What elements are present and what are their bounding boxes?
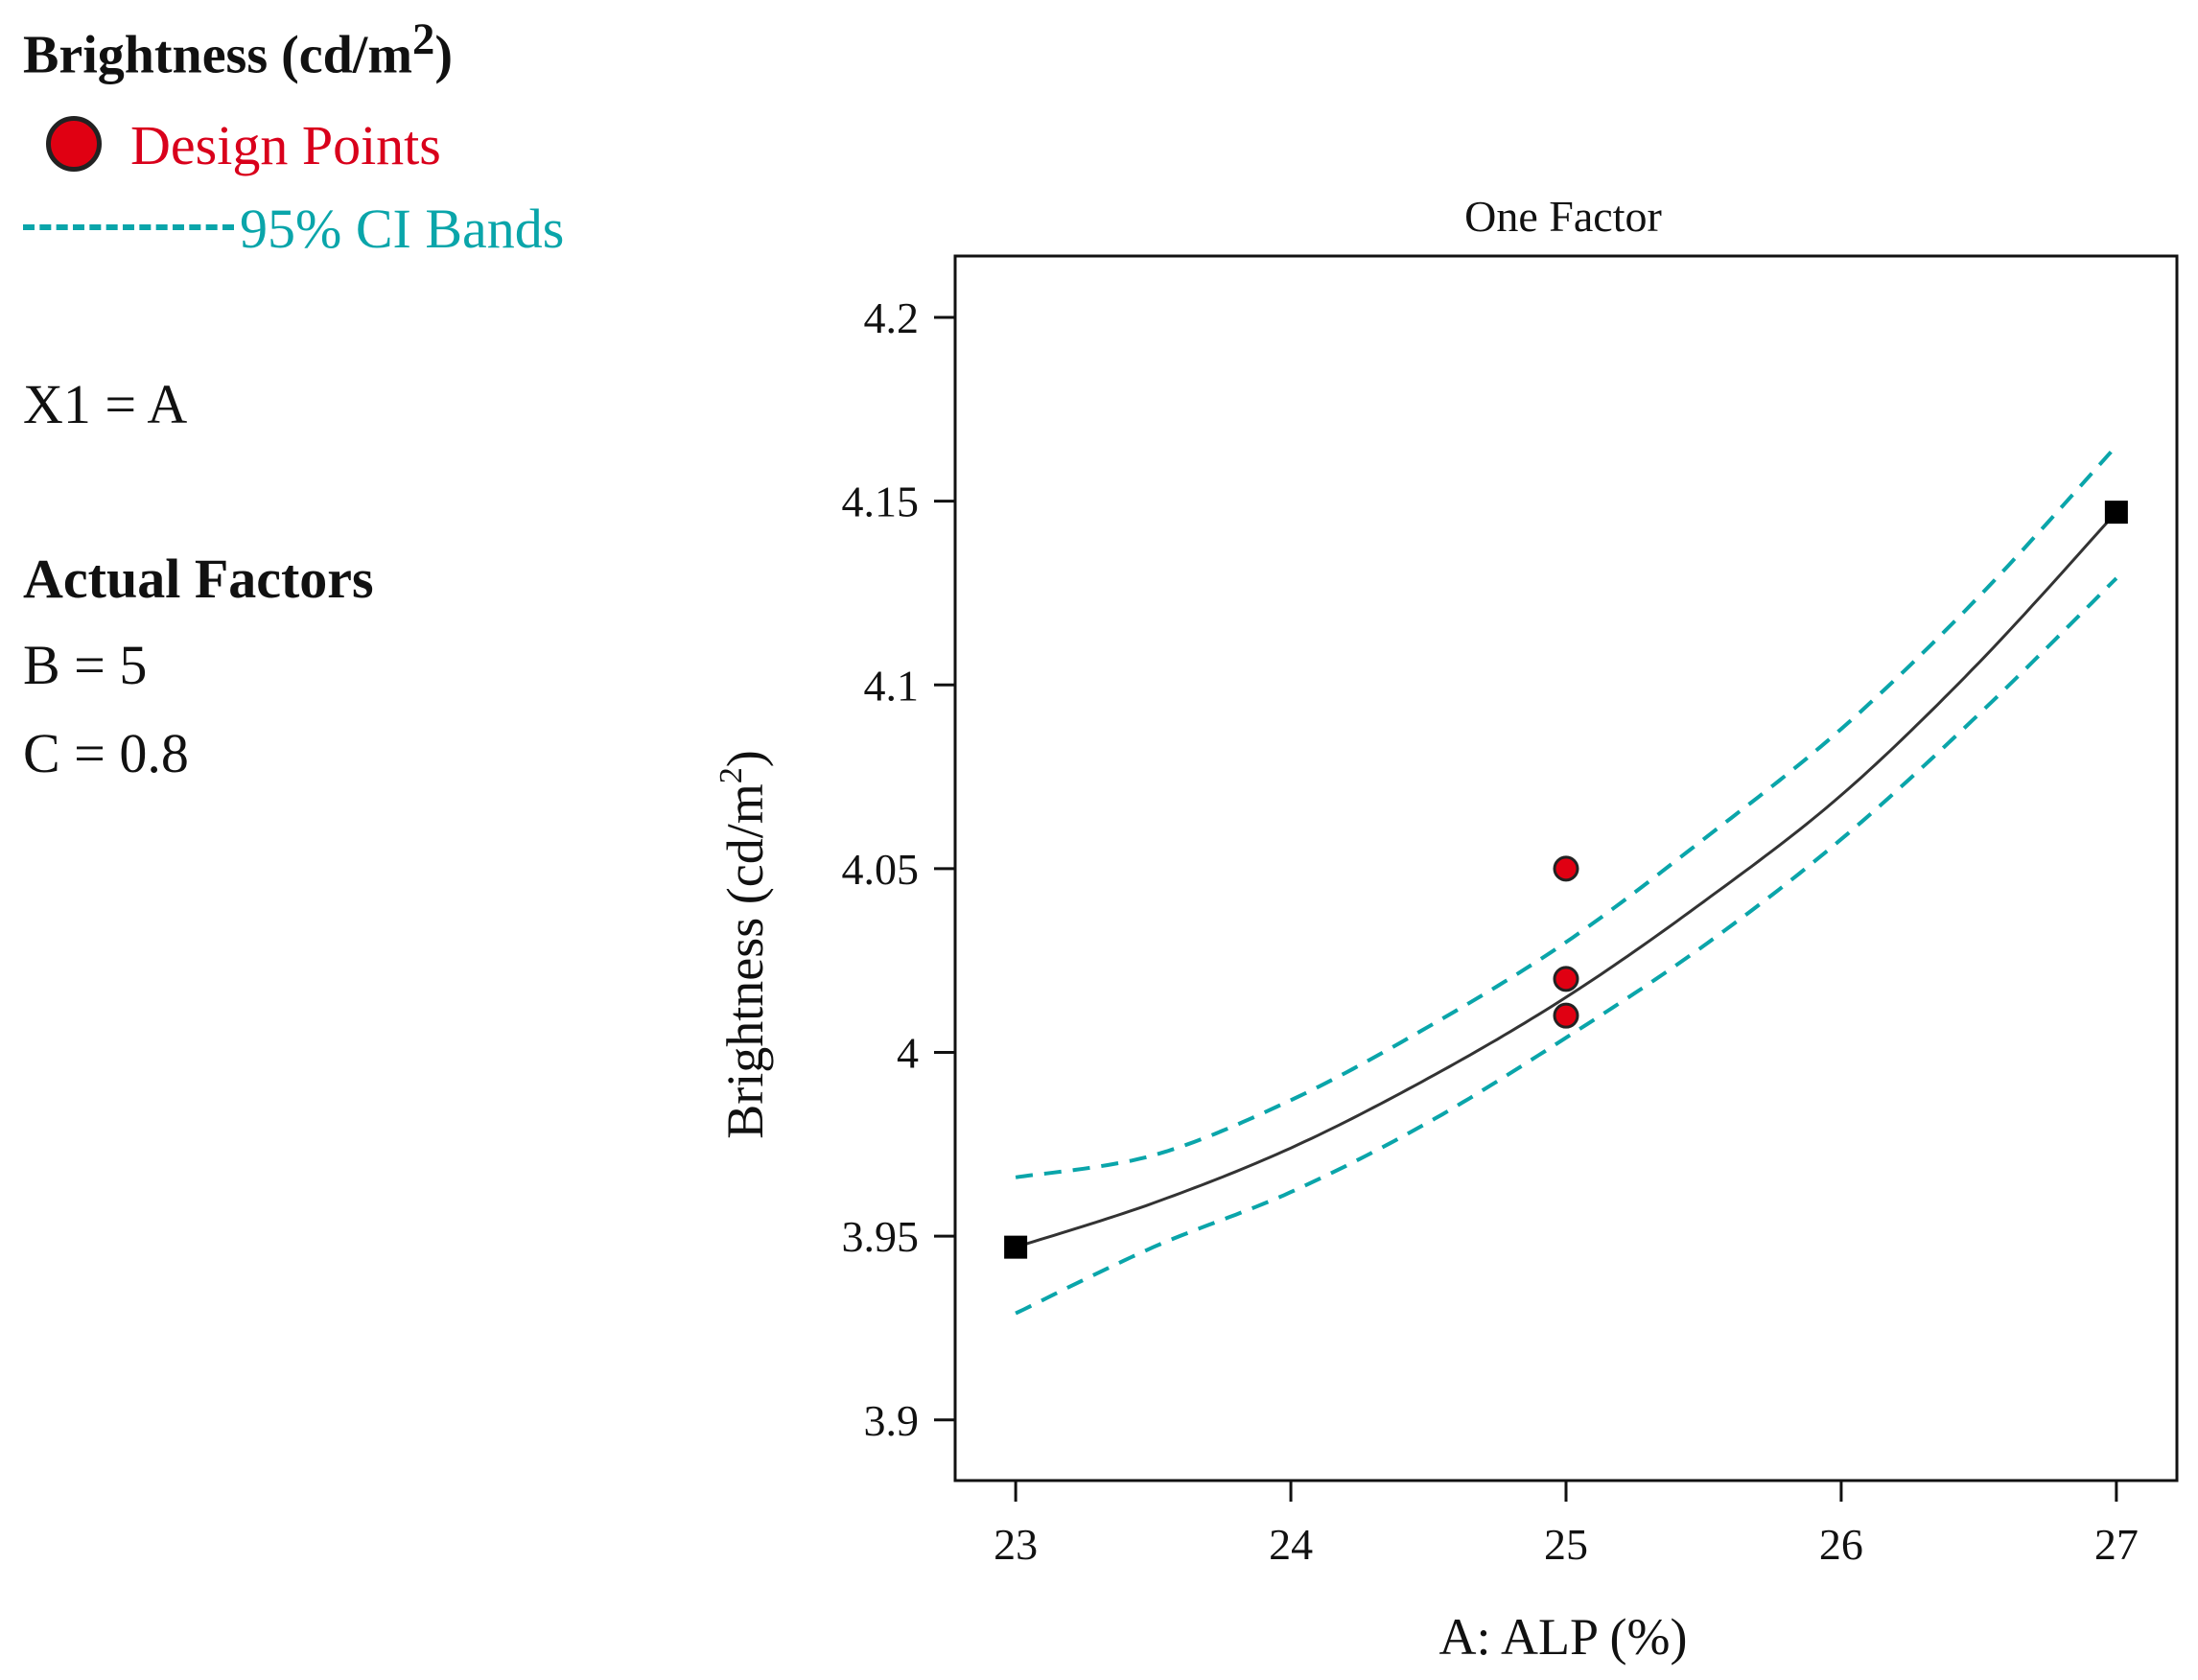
fit-curve [1015,511,2118,1249]
x-tick-label: 23 [994,1520,1038,1569]
y-axis-label: Brightness (cd/m2) [713,750,774,1138]
x-tick-label: 26 [1819,1520,1863,1569]
x-axis-label: A: ALP (%) [1439,1608,1688,1666]
y-tick-label: 3.95 [842,1212,920,1261]
endpoint-marker [2104,501,2128,525]
y-axis-label-end: ) [716,750,774,767]
x1-assignment: X1 = A [23,373,188,435]
y-tick-label: 4.2 [864,293,920,342]
ci-dash-icon [23,224,234,230]
legend-panel: Brightness (cd/m2) Design Points 95% CI … [0,0,729,863]
ci-bands-label: 95% CI Bands [240,198,565,260]
x-tick-label: 24 [1269,1520,1313,1569]
design-points [1553,855,1579,1029]
ci-upper-band [1015,444,2118,1179]
response-title-sup: 2 [412,14,435,64]
chart-title: One Factor [1464,192,1662,241]
y-axis-label-text: Brightness (cd/m [716,783,774,1138]
ci-lower-line [1015,576,2118,1316]
legend-design-points: Design Points [23,113,441,177]
design-point [1553,966,1579,992]
legend-ci-bands: 95% CI Bands [23,197,564,261]
response-title-end: ) [434,25,453,85]
x-tick-label: 27 [2094,1520,2139,1569]
design-point-marker-icon [46,116,102,172]
ci-lower-band [1015,576,2118,1316]
y-tick-label: 4.05 [842,845,920,894]
design-point [1553,1002,1579,1029]
factor-c-value: C = 0.8 [23,722,189,784]
x-axis-ticks: 23 24 25 26 27 [994,1481,2139,1569]
y-tick-label: 4.15 [842,478,920,526]
x-tick-label: 25 [1544,1520,1588,1569]
endpoint-markers [1004,501,2128,1259]
y-axis-ticks: 3.9 3.95 4 4.05 4.1 4.15 4.2 [842,293,955,1445]
response-title: Brightness (cd/m2) [23,13,453,86]
factor-b-value: B = 5 [23,634,148,696]
design-points-label: Design Points [130,114,441,176]
y-tick-label: 3.9 [864,1396,920,1445]
y-tick-label: 4 [897,1029,919,1078]
actual-factors-title: Actual Factors [23,548,374,610]
design-point [1553,855,1579,882]
ci-upper-line [1015,444,2118,1179]
fit-line [1015,511,2118,1249]
endpoint-marker [1004,1235,1028,1259]
y-axis-label-sup: 2 [713,767,749,783]
y-tick-label: 4.1 [864,661,920,710]
response-title-text: Brightness (cd/m [23,25,412,85]
